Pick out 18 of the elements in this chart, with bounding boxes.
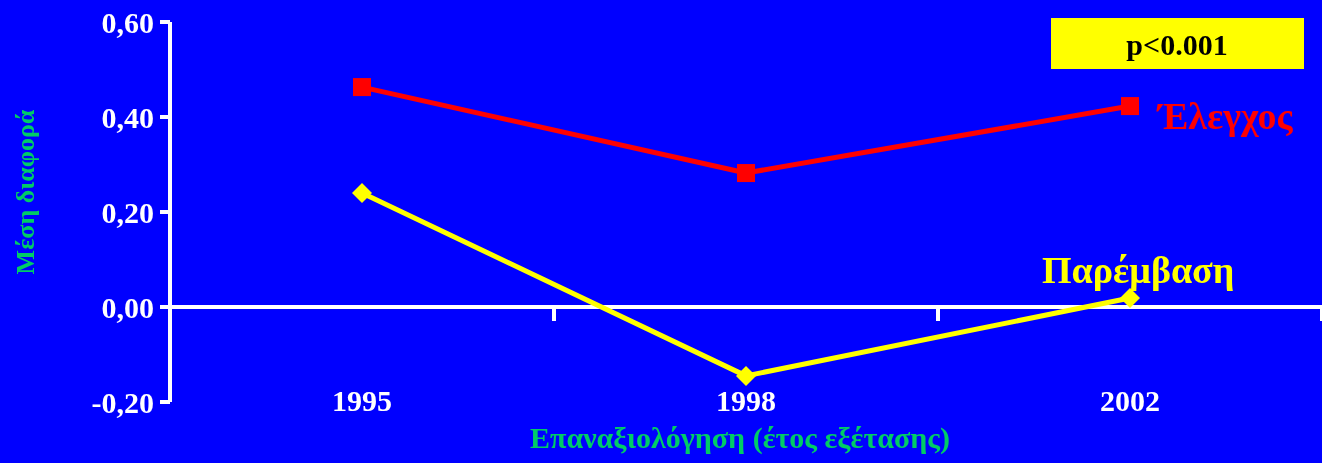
y-tick-label: 0,20: [101, 195, 154, 229]
y-tick-label: -0,20: [91, 385, 154, 419]
x-tick-label: 1995: [332, 384, 392, 417]
x-tick-label: 2002: [1100, 384, 1160, 417]
point: [736, 365, 756, 386]
annotation: p<0.001: [1126, 27, 1228, 61]
y-tick-label: 0,60: [101, 5, 154, 39]
series-label: Παρέμβαση: [1042, 249, 1235, 292]
point: [353, 78, 371, 97]
y-tick-label: 0,00: [101, 290, 154, 324]
y-tick-label: 0,40: [101, 100, 154, 134]
point: [352, 183, 372, 203]
point: [1121, 97, 1139, 116]
x-axis-title: Επαναξιολόγηση (έτος εξέτασης): [529, 421, 951, 455]
series-label: Έλεγχος: [1156, 95, 1294, 138]
x-tick-label: 1998: [716, 384, 776, 417]
y-axis-title: Μέση διαφορά: [11, 109, 40, 275]
point: [737, 164, 755, 183]
